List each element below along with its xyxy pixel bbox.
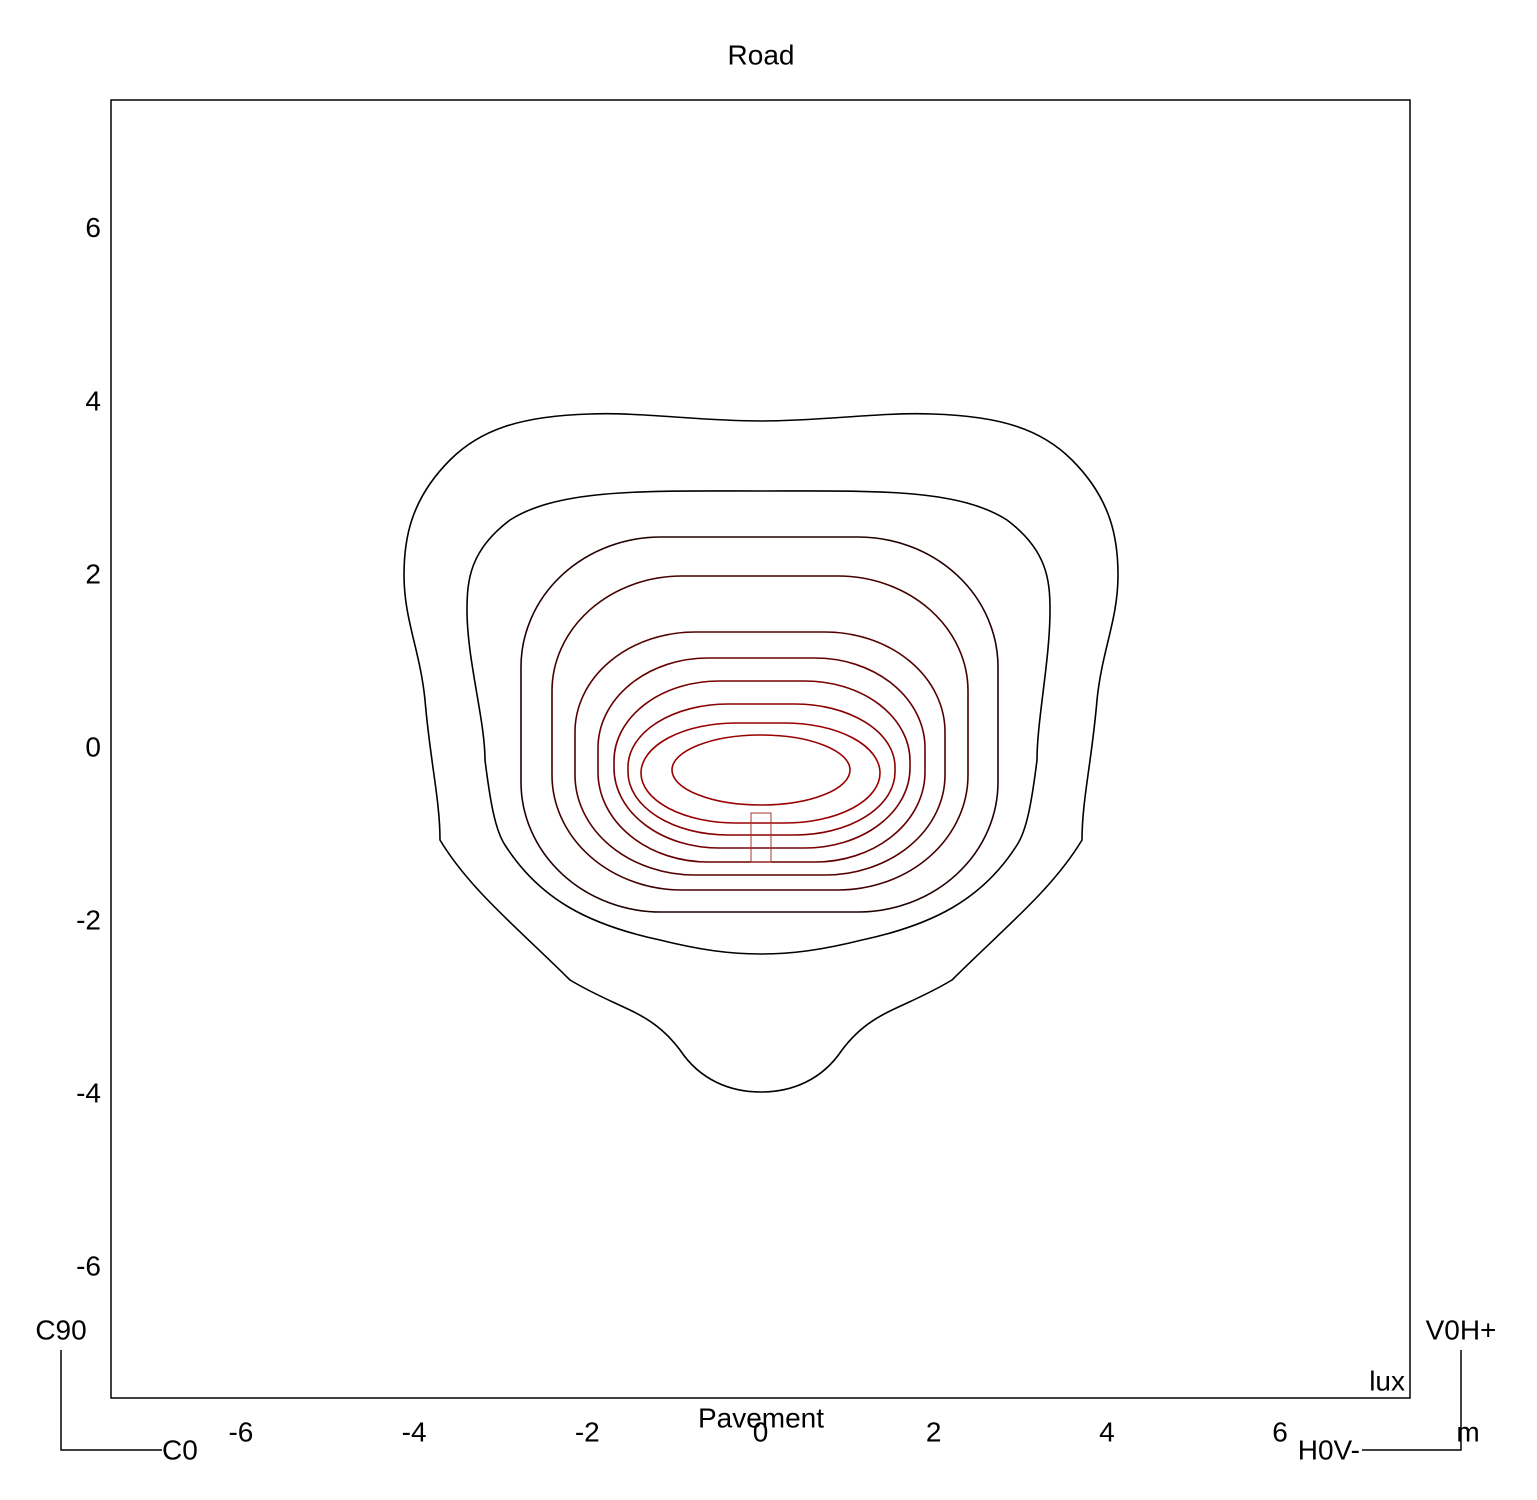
x-tick-label: 0 — [753, 1416, 769, 1447]
y-tick-label: 6 — [85, 212, 101, 243]
x-tick-label: 6 — [1272, 1416, 1288, 1447]
contours — [403, 412, 1119, 1093]
y-tick-label: 2 — [85, 558, 101, 589]
unit-label: lux — [1369, 1365, 1405, 1396]
y-tick-label: -2 — [76, 904, 101, 935]
contour-line — [574, 631, 946, 876]
orientation-label: V0H+ — [1426, 1314, 1497, 1345]
orientation-label: H0V- — [1298, 1434, 1360, 1465]
orientation-label: m — [1456, 1416, 1479, 1447]
contour-line — [671, 734, 851, 806]
orientation-label: C0 — [162, 1434, 198, 1465]
x-tick-label: -2 — [575, 1416, 600, 1447]
chart-title: Road — [728, 39, 795, 70]
contour-line — [466, 490, 1051, 955]
orientation-label: C90 — [35, 1314, 86, 1345]
y-tick-label: -4 — [76, 1078, 101, 1109]
y-tick-label: -6 — [76, 1251, 101, 1282]
contour-line — [627, 703, 896, 836]
contour-line — [613, 680, 911, 849]
x-axis-label: Pavement — [698, 1402, 824, 1433]
x-tick-label: -4 — [402, 1416, 427, 1447]
contour-line — [551, 575, 969, 891]
luminaire — [750, 812, 772, 863]
x-tick-label: 2 — [926, 1416, 942, 1447]
contour-line — [403, 412, 1119, 1093]
orientation-lines — [60, 1350, 1462, 1451]
y-tick-label: 4 — [85, 385, 101, 416]
contour-line — [520, 536, 999, 913]
y-tick-label: 0 — [85, 731, 101, 762]
contour-line — [640, 722, 881, 824]
x-tick-label: -6 — [228, 1416, 253, 1447]
x-tick-label: 4 — [1099, 1416, 1115, 1447]
plot-frame — [110, 99, 1411, 1399]
